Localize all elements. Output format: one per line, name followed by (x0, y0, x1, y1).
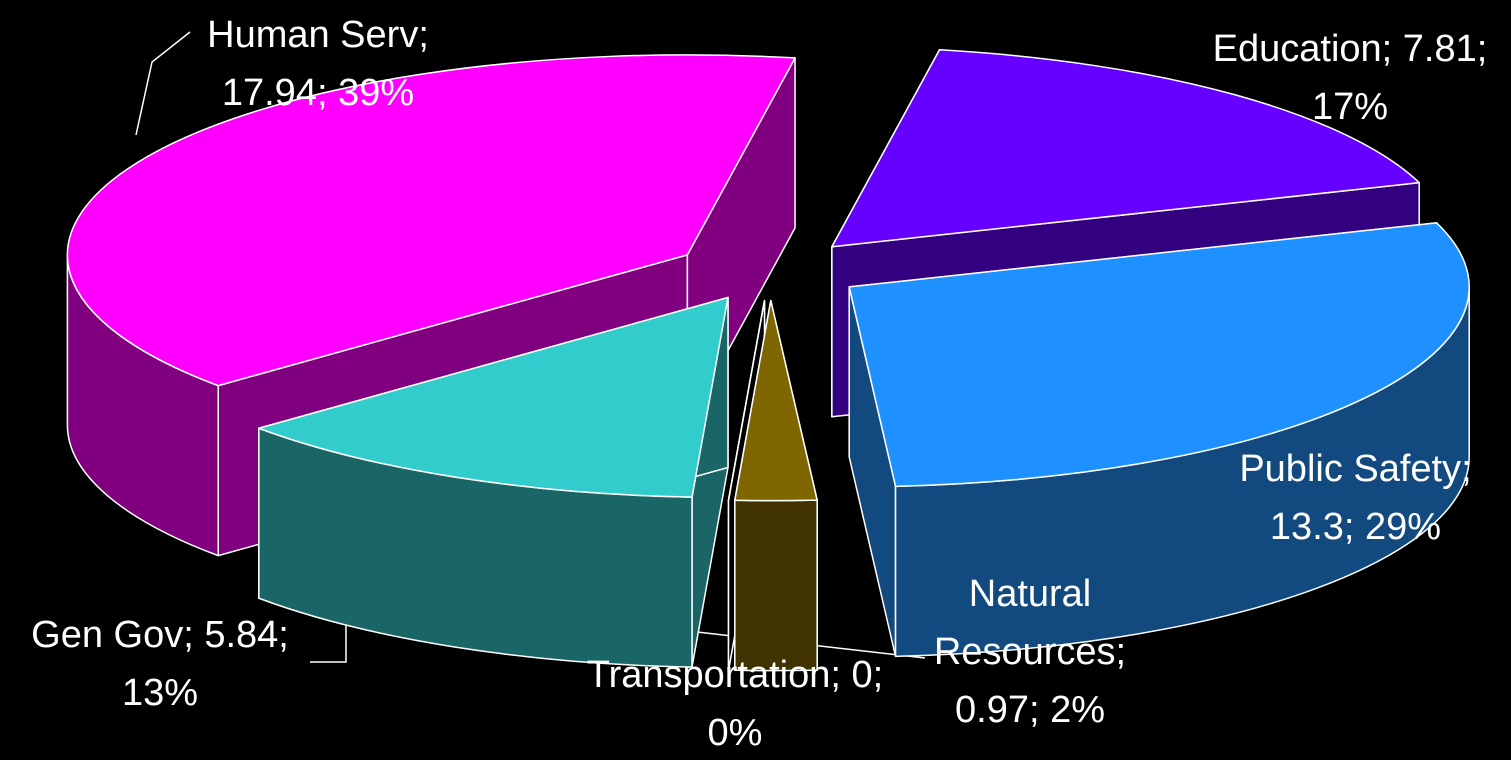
leader-line (135, 31, 191, 136)
slice (848, 222, 1470, 488)
slice (66, 54, 796, 387)
slice (258, 296, 729, 498)
data-label: Natural Resources; 0.97; 2% (933, 573, 1127, 731)
data-label: Public Safety; 13.3; 29% (1239, 448, 1472, 548)
data-label: Transportation; 0; 0% (586, 654, 884, 754)
data-label: Human Serv; 17.94; 39% (207, 14, 429, 114)
data-label: Gen Gov; 5.84; 13% (31, 614, 289, 714)
data-label: Education; 7.81; 17% (1212, 28, 1488, 128)
slice (831, 49, 1420, 248)
slice (734, 299, 818, 502)
slice (727, 299, 766, 502)
